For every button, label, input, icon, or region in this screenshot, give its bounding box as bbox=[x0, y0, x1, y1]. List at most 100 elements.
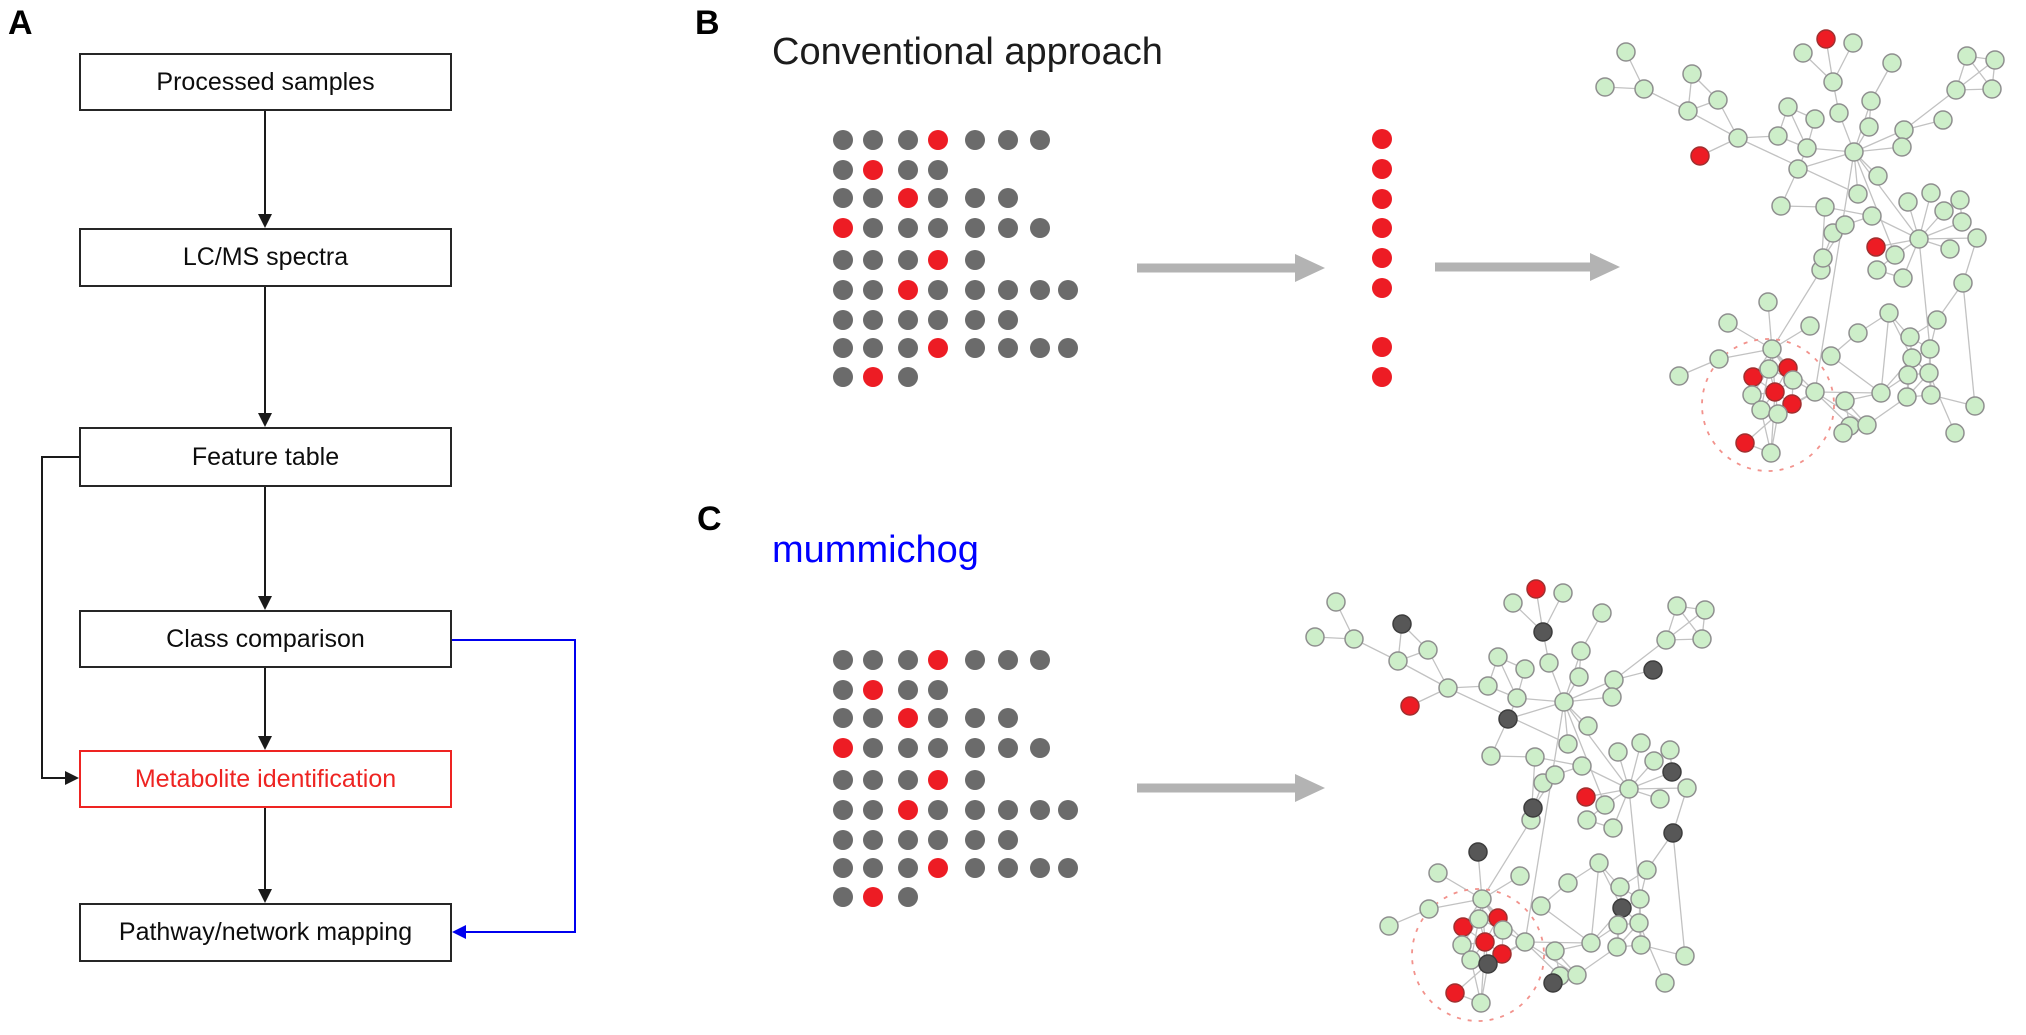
network-c-node-43 bbox=[1662, 762, 1682, 782]
network-c-node-80 bbox=[1567, 965, 1587, 985]
network-c-node-37 bbox=[1576, 787, 1596, 807]
network-b-node-81 bbox=[1833, 423, 1853, 443]
network-b-node-24 bbox=[1894, 120, 1914, 140]
network-b-node-61 bbox=[1751, 400, 1771, 420]
flowchart-box-lcms-spectra: LC/MS spectra bbox=[79, 228, 452, 287]
grid-c-dot-r5c4 bbox=[928, 770, 948, 790]
grid-c-dot-r4c2 bbox=[863, 738, 883, 758]
network-c-node-56 bbox=[1469, 909, 1489, 929]
network-c-node-78 bbox=[1545, 941, 1565, 961]
network-b-node-35 bbox=[1835, 215, 1855, 235]
network-c-node-76 bbox=[1607, 937, 1627, 957]
network-b-node-33 bbox=[1815, 197, 1835, 217]
network-b-node-42 bbox=[1950, 190, 1970, 210]
grid-b-dot-r6c3 bbox=[898, 280, 918, 300]
grid-c-dot-r4c4 bbox=[928, 738, 948, 758]
network-c-node-45 bbox=[1650, 789, 1670, 809]
network-c-node-52 bbox=[1419, 899, 1439, 919]
network-c-node-21 bbox=[1571, 641, 1591, 661]
grid-c-dot-r3c5 bbox=[965, 708, 985, 728]
network-b-node-17 bbox=[1843, 33, 1863, 53]
network-c-node-82 bbox=[1675, 946, 1695, 966]
network-b-node-30 bbox=[1946, 80, 1966, 100]
grid-c-dot-r8c3 bbox=[898, 858, 918, 878]
grid-b-dot-r8c2 bbox=[863, 338, 883, 358]
network-b-node-74 bbox=[1898, 365, 1918, 385]
network-b-edge bbox=[1770, 391, 1776, 454]
network-c-node-71 bbox=[1637, 860, 1657, 880]
network-c-node-48 bbox=[1468, 842, 1488, 862]
network-c-node-70 bbox=[1610, 877, 1630, 897]
network-b-node-8 bbox=[1768, 126, 1788, 146]
grid-c-dot-r8c6 bbox=[998, 858, 1018, 878]
network-b-node-71 bbox=[1927, 310, 1947, 330]
grid-b-dot-r4c6 bbox=[998, 218, 1018, 238]
network-c-node-25 bbox=[1643, 660, 1663, 680]
network-b-node-4 bbox=[1678, 101, 1698, 121]
significant-dot-2 bbox=[1372, 159, 1392, 179]
network-c-node-0 bbox=[1326, 592, 1346, 612]
network-b-edge bbox=[1814, 151, 1855, 393]
network-b-node-29 bbox=[1985, 50, 2005, 70]
network-b-node-16 bbox=[1816, 29, 1836, 49]
network-c-node-58 bbox=[1452, 935, 1472, 955]
flow-arrow-5-head bbox=[258, 889, 272, 903]
network-b-node-38 bbox=[1898, 192, 1918, 212]
network-c-node-8 bbox=[1478, 676, 1498, 696]
network-b-node-51 bbox=[1669, 366, 1689, 386]
grid-c-dot-r4c6 bbox=[998, 738, 1018, 758]
grid-c-dot-r7c3 bbox=[898, 830, 918, 850]
grid-b-dot-r4c7 bbox=[1030, 218, 1050, 238]
network-b-node-77 bbox=[1921, 385, 1941, 405]
network-b-node-49 bbox=[1718, 313, 1738, 333]
network-b-node-2 bbox=[1634, 79, 1654, 99]
flow-arrow-3-head bbox=[258, 596, 272, 610]
grey-arrow-1-head bbox=[1295, 254, 1325, 282]
grid-b-dot-r8c5 bbox=[965, 338, 985, 358]
flowchart-box-processed-samples: Processed samples bbox=[79, 53, 452, 111]
network-c-node-27 bbox=[1578, 716, 1598, 736]
network-c-node-10 bbox=[1515, 659, 1535, 679]
grid-c-dot-r6c5 bbox=[965, 800, 985, 820]
network-b-node-22 bbox=[1859, 117, 1879, 137]
network-c-node-29 bbox=[1695, 600, 1715, 620]
grid-b-dot-r9c1 bbox=[833, 367, 853, 387]
grid-b-dot-r4c5 bbox=[965, 218, 985, 238]
grid-b-dot-r6c7 bbox=[1030, 280, 1050, 300]
grid-b-dot-r7c2 bbox=[863, 310, 883, 330]
grid-b-dot-r8c7 bbox=[1030, 338, 1050, 358]
grid-c-dot-r4c1 bbox=[833, 738, 853, 758]
grid-b-dot-r7c1 bbox=[833, 310, 853, 330]
grid-b-dot-r5c3 bbox=[898, 250, 918, 270]
network-c-node-81 bbox=[1543, 973, 1563, 993]
network-c-node-53 bbox=[1472, 889, 1492, 909]
network-c-edge bbox=[1563, 701, 1606, 806]
network-b-node-58 bbox=[1742, 385, 1762, 405]
grid-b-dot-r1c2 bbox=[863, 130, 883, 150]
grid-c-dot-r1c5 bbox=[965, 650, 985, 670]
network-c-edge bbox=[1480, 941, 1486, 1004]
network-b-node-25 bbox=[1933, 110, 1953, 130]
network-c-node-22 bbox=[1569, 667, 1589, 687]
flowchart-box-feature-table: Feature table bbox=[79, 427, 452, 487]
network-c-node-62 bbox=[1478, 954, 1498, 974]
network-b-node-26 bbox=[1892, 137, 1912, 157]
grid-c-dot-r7c5 bbox=[965, 830, 985, 850]
network-b-edge bbox=[1928, 372, 1956, 434]
network-c-node-18 bbox=[1533, 622, 1553, 642]
grid-b-dot-r4c3 bbox=[898, 218, 918, 238]
network-b-node-54 bbox=[1743, 367, 1763, 387]
flow-arrow-2-head bbox=[258, 413, 272, 427]
network-b-edge bbox=[1880, 312, 1890, 394]
network-c-edge bbox=[1613, 639, 1667, 681]
network-b-node-75 bbox=[1919, 363, 1939, 383]
grid-c-dot-r7c6 bbox=[998, 830, 1018, 850]
network-b-edge bbox=[1903, 89, 1957, 131]
network-b-node-82 bbox=[1965, 396, 1985, 416]
grid-b-dot-r3c1 bbox=[833, 188, 853, 208]
feedback-arrow-line bbox=[41, 456, 79, 779]
significant-dot-1 bbox=[1372, 129, 1392, 149]
network-b-node-86 bbox=[1893, 268, 1913, 288]
network-c-node-73 bbox=[1630, 889, 1650, 909]
grey-arrow-2-head bbox=[1590, 253, 1620, 281]
